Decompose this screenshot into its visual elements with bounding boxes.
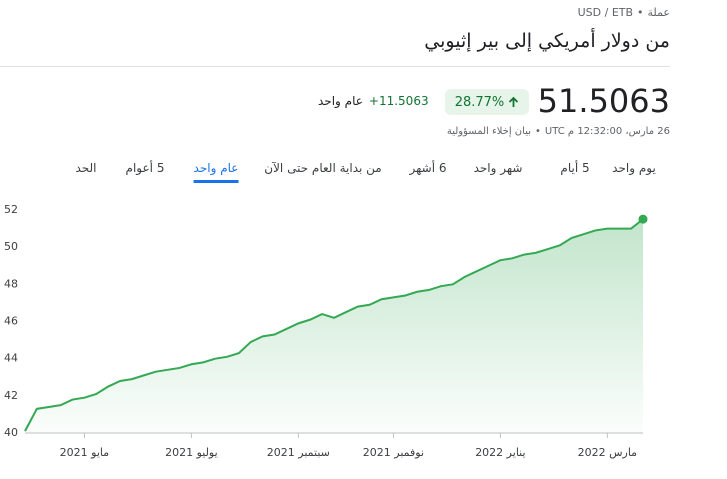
timestamp: 26 مارس، 12:32:00 م UTC (544, 126, 670, 137)
tab[interactable]: عام واحد (193, 161, 239, 183)
price: 51.5063 (537, 82, 670, 120)
line (24, 218, 644, 432)
footnote: 26 مارس، 12:32:00 م UTC • بيان إخلاء المسؤ… (446, 126, 670, 137)
tab[interactable]: 5 أعوام (125, 161, 165, 175)
kind: عملة (647, 6, 670, 19)
change-abs: +11.5063 (368, 94, 429, 108)
y-tick-label: 44 (4, 352, 18, 365)
tab[interactable]: شهر واحد (473, 161, 523, 175)
x-tick-label: مايو 2021 (60, 446, 110, 459)
x-tick-label: نوفمبر 2021 (363, 446, 424, 459)
pair: USD / ETB (577, 6, 634, 19)
y-tick-label: 42 (4, 389, 18, 402)
period: عام واحد (318, 94, 363, 108)
y-tick-label: 46 (4, 315, 18, 328)
up-arrow (509, 96, 519, 107)
change: عام واحد +11.5063 (318, 94, 429, 108)
y-tick-label: 50 (4, 240, 18, 253)
divider (0, 66, 670, 67)
x-tick-label: مارس 2022 (578, 446, 638, 459)
change-pct: 28.77% (454, 94, 505, 110)
y-tick-label: 52 (4, 203, 18, 216)
disclaimer[interactable]: بيان إخلاء المسؤولية (446, 126, 532, 137)
y-tick-label: 48 (4, 277, 18, 290)
tab[interactable]: يوم واحد (612, 161, 656, 175)
area (25, 219, 643, 433)
breadcrumb: USD / ETB • عملة (577, 6, 670, 19)
change-badge: 28.77% (445, 89, 529, 115)
tab[interactable]: 6 أشهر (409, 161, 447, 175)
x-tick-label: يناير 2022 (475, 446, 525, 459)
x-tick-label: يوليو 2021 (165, 446, 218, 459)
y-tick-label: 40 (4, 426, 18, 439)
title: من دولار أمريكي إلى بير إثيوبي (424, 30, 670, 52)
tab[interactable]: 5 أيام (560, 161, 590, 175)
tab[interactable]: الحد (75, 161, 97, 175)
tab[interactable]: من بداية العام حتى الآن (264, 161, 382, 175)
last-point (638, 214, 648, 224)
x-tick-label: سبتمبر 2021 (267, 446, 330, 459)
